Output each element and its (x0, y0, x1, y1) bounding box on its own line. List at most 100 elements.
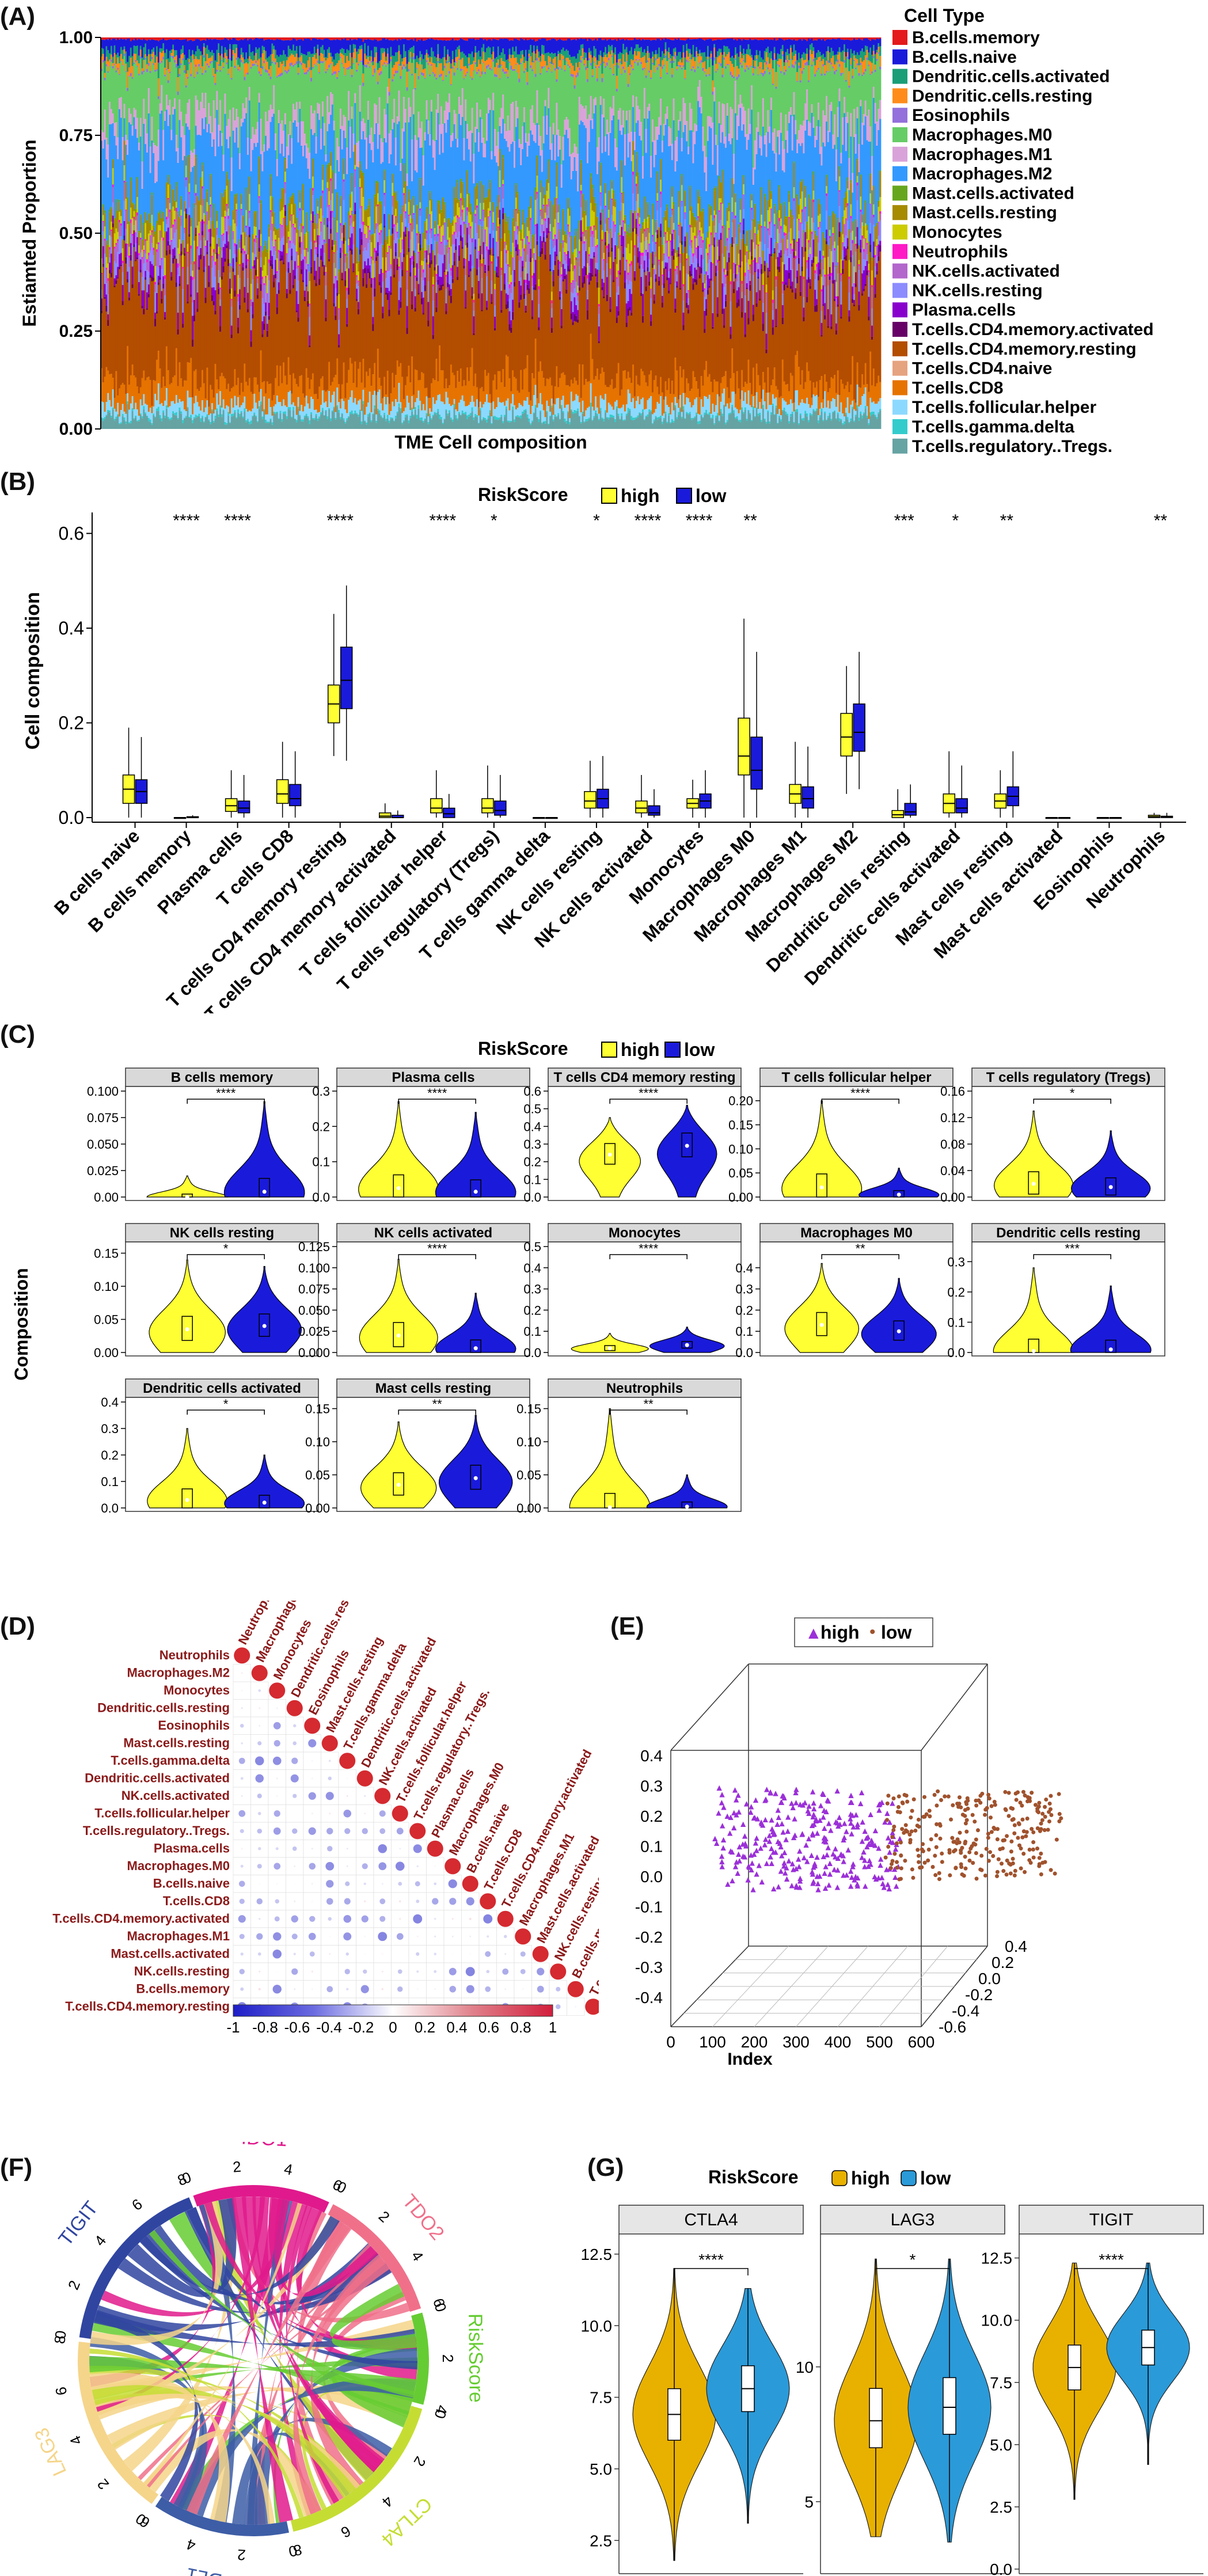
bar-segment (226, 39, 228, 50)
bar-segment (343, 68, 345, 115)
bar-segment (200, 254, 202, 260)
bar-segment (450, 276, 453, 289)
bar-segment (269, 230, 272, 251)
bar-segment (281, 210, 283, 226)
bar-segment (157, 99, 160, 130)
bar-segment (434, 270, 436, 381)
bar-segment (411, 37, 413, 39)
bar-segment (417, 231, 420, 234)
bar-segment (230, 334, 233, 339)
bar-segment (214, 290, 216, 311)
bar-segment (450, 85, 453, 135)
bar-segment (212, 422, 215, 429)
bar-segment (157, 96, 160, 100)
bar-segment (130, 73, 132, 77)
bar-segment (135, 62, 137, 110)
bar-segment (222, 246, 225, 267)
bar-segment (483, 257, 485, 259)
bar-segment (382, 65, 384, 143)
bar-segment (426, 263, 428, 388)
bar-segment (358, 63, 360, 66)
bar-segment (190, 294, 192, 297)
bar-segment (175, 395, 178, 412)
bar-segment (366, 424, 368, 429)
bar-segment (437, 37, 439, 40)
bar-segment (378, 273, 381, 282)
bar-segment (317, 412, 319, 419)
bar-segment (266, 293, 269, 294)
bar-segment (385, 292, 388, 295)
bar-segment (369, 67, 371, 135)
bar-segment (476, 258, 478, 269)
bar-segment (477, 280, 480, 294)
bar-segment (409, 116, 412, 200)
bar-segment (432, 339, 435, 379)
bar-segment (364, 268, 366, 273)
bar-segment (414, 89, 417, 135)
bar-segment (203, 55, 206, 58)
bar-segment (335, 315, 337, 320)
bar-segment (178, 283, 181, 286)
bar-segment (378, 37, 381, 41)
bar-segment (278, 74, 280, 77)
bar-segment (242, 232, 244, 249)
bar-segment (289, 294, 291, 375)
bar-segment (382, 419, 384, 429)
bar-segment (455, 40, 457, 50)
bar-segment (153, 413, 155, 415)
bar-segment (422, 75, 425, 155)
bar-segment (109, 66, 111, 67)
bar-segment (252, 37, 254, 40)
bar-segment (143, 47, 145, 60)
bar-segment (151, 276, 153, 282)
bar-segment (291, 164, 293, 196)
bar-segment (292, 223, 295, 226)
bar-segment (424, 238, 426, 251)
bar-segment (203, 129, 206, 199)
bar-segment (175, 287, 178, 348)
bar-segment (320, 198, 322, 208)
bar-segment (113, 218, 116, 219)
bar-segment (348, 400, 350, 416)
bar-segment (147, 297, 150, 377)
bar-segment (206, 367, 208, 401)
bar-segment (414, 37, 417, 39)
bar-segment (356, 71, 358, 143)
bar-segment (481, 254, 483, 264)
bar-segment (242, 250, 244, 255)
bar-segment (461, 117, 464, 182)
bar-segment (370, 283, 373, 288)
bar-segment (305, 286, 307, 368)
bar-segment (115, 228, 117, 243)
bar-segment (341, 233, 344, 241)
bar-segment (192, 263, 194, 271)
bar-segment (245, 225, 248, 228)
bar-segment (369, 232, 371, 241)
bar-segment (265, 277, 267, 286)
bar-segment (214, 276, 216, 291)
bar-segment (154, 282, 157, 285)
bar-segment (393, 420, 396, 421)
bar-segment (227, 59, 230, 69)
bar-segment (190, 150, 192, 172)
bar-segment (318, 104, 321, 120)
bar-segment (362, 401, 364, 404)
bar-segment (203, 412, 206, 421)
bar-segment (427, 264, 430, 265)
bar-segment (279, 211, 282, 224)
bar-segment (461, 410, 464, 413)
bar-segment (202, 40, 204, 55)
bar-segment (182, 324, 184, 328)
bar-segment (206, 212, 208, 225)
bar-segment (424, 420, 426, 429)
bar-segment (328, 206, 331, 222)
bar-segment (260, 76, 262, 119)
bar-segment (113, 53, 116, 64)
bar-segment (380, 403, 382, 416)
bar-segment (102, 204, 105, 207)
bar-segment (336, 220, 339, 233)
bar-segment (284, 182, 287, 184)
bar-segment (151, 39, 153, 50)
bar-segment (447, 218, 449, 219)
bar-segment (414, 307, 417, 312)
